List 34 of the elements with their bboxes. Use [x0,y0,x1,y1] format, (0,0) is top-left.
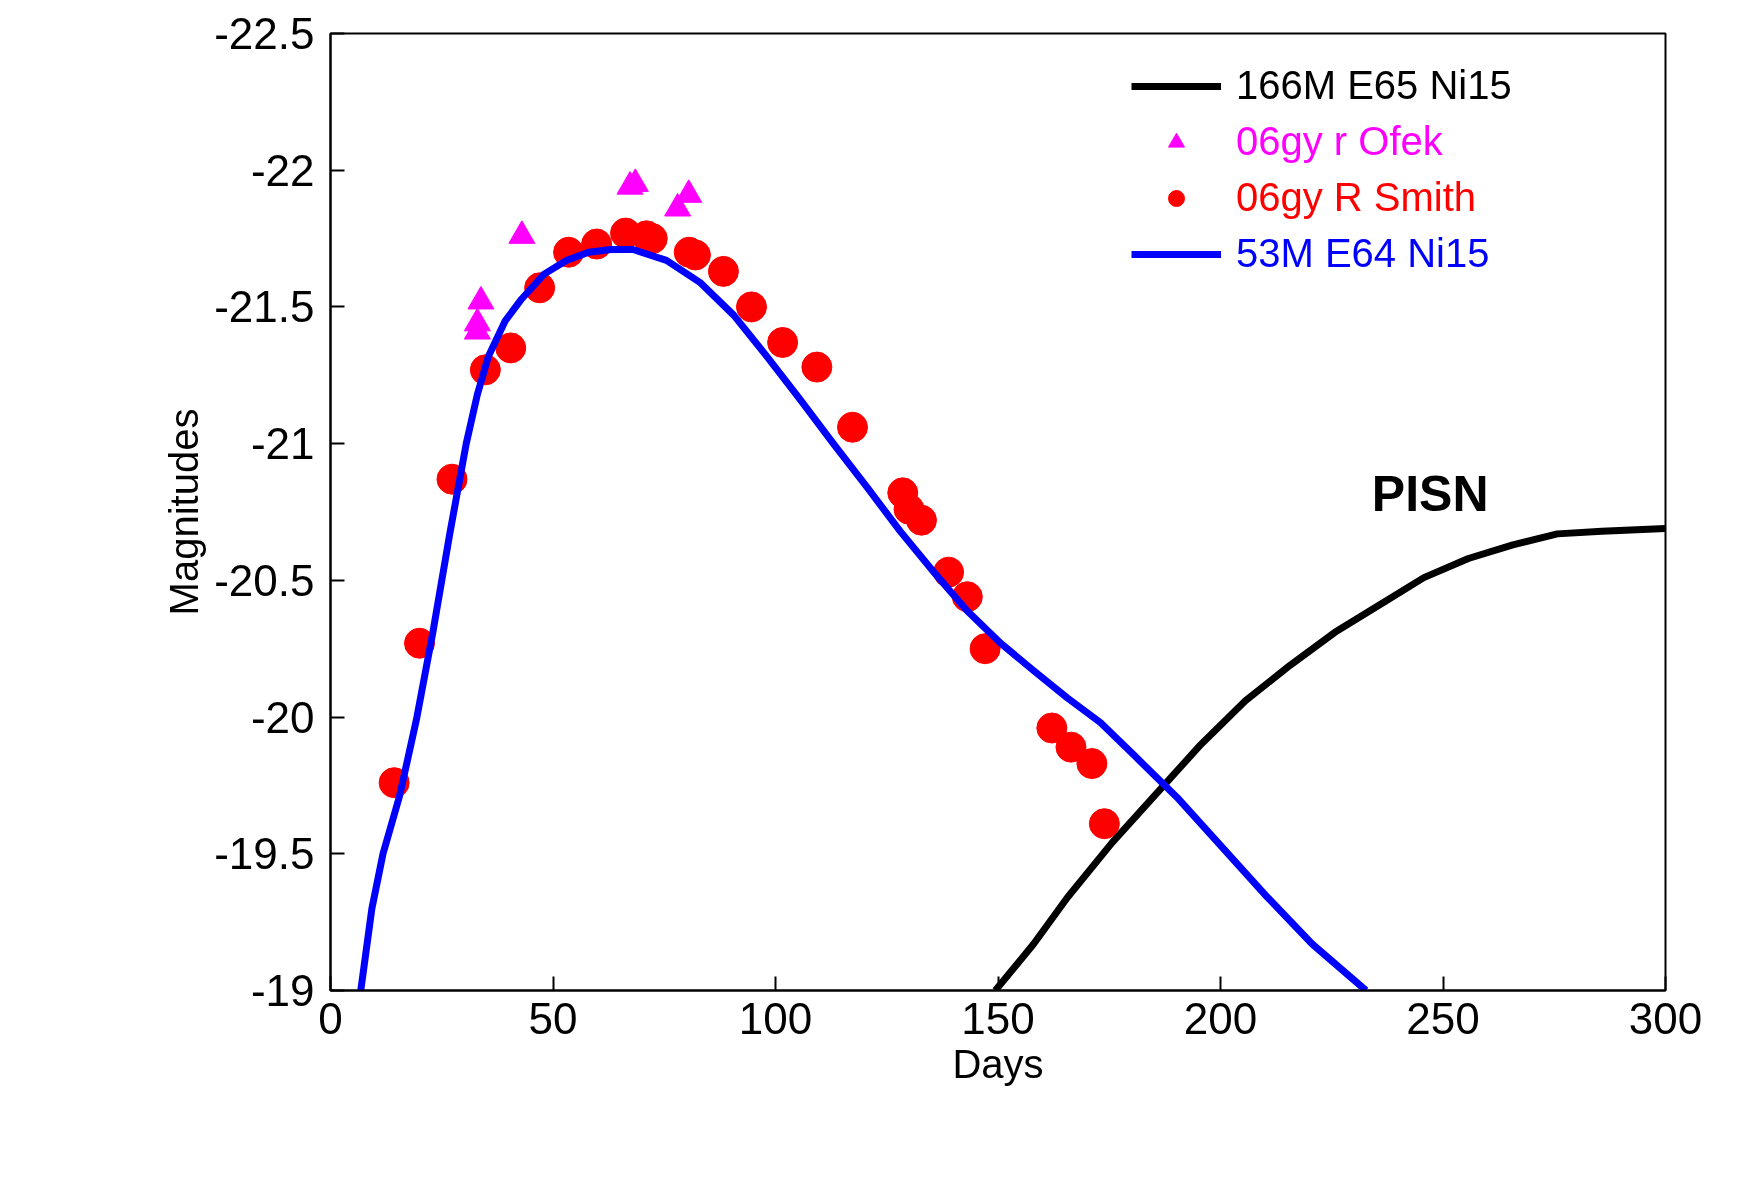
point [767,327,799,358]
point [735,291,767,323]
x-tick-label: 250 [1406,993,1480,1043]
legend-label: 06gy R Smith [1236,175,1477,220]
legend-label: 06gy r Ofek [1236,119,1443,164]
y-tick-label: -20.5 [214,555,315,605]
y-tick-label: -19 [250,966,315,1015]
point [801,351,833,383]
x-tick-label: 150 [961,993,1035,1043]
point [1055,731,1087,763]
legend-label: 53M E64 Ni15 [1236,231,1490,276]
point [836,411,868,443]
y-tick-label: -21 [250,419,315,469]
point [1076,748,1108,780]
x-axis-title: Days [952,1041,1044,1086]
x-tick-label: 100 [738,993,813,1043]
y-tick-label: -19.5 [214,829,315,879]
x-tick-label: 300 [1628,993,1703,1043]
point [969,633,1001,665]
y-tick-label: -21.5 [214,282,315,332]
y-tick-label: -22 [250,145,315,195]
point [495,332,527,364]
x-tick-label: 0 [318,993,343,1043]
y-tick-label: -22.5 [214,9,315,58]
point [1036,712,1068,744]
point [905,504,937,536]
point [1088,808,1120,840]
y-tick-label: -20 [250,692,315,742]
annotation: PISN [1371,465,1489,522]
legend-label: 166M E65 Ni15 [1236,63,1512,108]
y-axis-title: Magnitudes [162,408,207,616]
point [707,255,739,287]
x-tick-label: 200 [1183,993,1258,1043]
x-tick-label: 50 [528,993,578,1043]
